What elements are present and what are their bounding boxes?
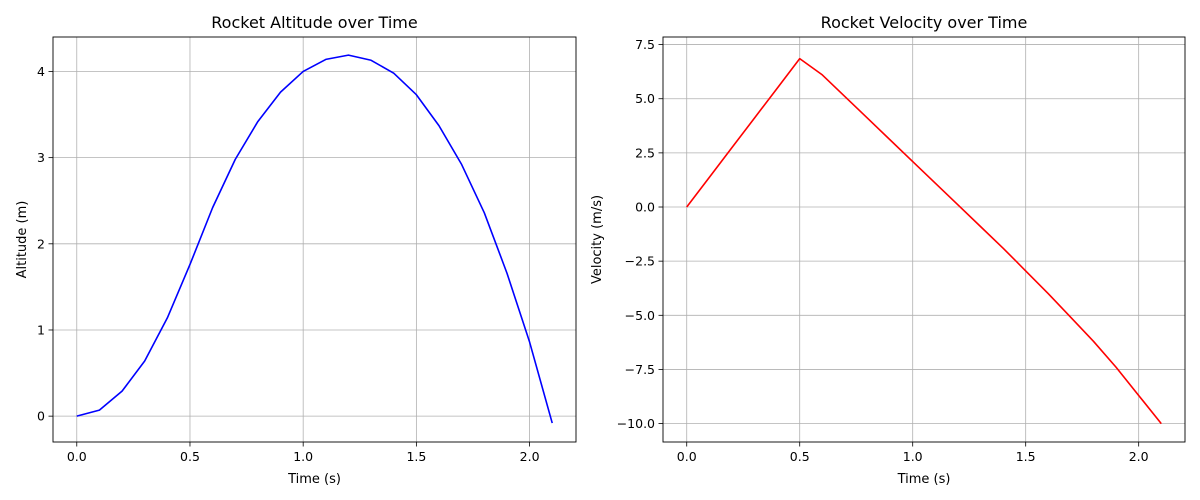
velocity-axes-border [662,36,1186,443]
velocity-x-tick-label: 0.5 [790,449,810,464]
altitude-x-tick-label: 1.5 [406,449,426,464]
velocity-y-tick-label: 2.5 [635,145,655,160]
velocity-y-tick-label: −10.0 [617,416,655,431]
altitude-x-axis-label: Time (s) [287,472,341,487]
altitude-y-tick-label: 2 [37,236,45,251]
velocity-chart: 0.0 0.5 1.0 1.5 2.0 −10.0 −7.5 −5.0 −2.5 0.0 2.5 5.… [590,13,1186,487]
altitude-plot-area [76,54,554,424]
velocity-ticks: 0.0 0.5 1.0 1.5 2.0 −10.0 −7.5 −5.0 −2.5 0.0 2.5 5.… [617,37,1149,464]
velocity-x-tick-label: 0.0 [677,449,697,464]
velocity-x-tick-label: 2.0 [1129,449,1149,464]
altitude-x-tick-label: 1.0 [293,449,313,464]
altitude-chart-title: Rocket Altitude over Time [211,13,417,32]
velocity-y-axis-label: Velocity (m/s) [590,195,605,284]
altitude-series-line [76,54,554,424]
altitude-x-tick-label: 2.0 [520,449,540,464]
velocity-axes-frame [662,36,1186,443]
altitude-y-tick-label: 3 [37,150,45,165]
velocity-x-tick-label: 1.5 [1016,449,1036,464]
velocity-y-tick-label: 0.0 [635,200,655,215]
altitude-ticks: 0.0 0.5 1.0 1.5 2.0 0 1 2 3 4 [37,64,540,464]
velocity-x-axis-label: Time (s) [897,472,951,487]
velocity-y-tick-label: 7.5 [635,37,655,52]
velocity-series-line [686,57,1162,425]
altitude-y-axis-label: Altitude (m) [15,201,30,279]
velocity-plot-area [686,57,1162,425]
velocity-chart-title: Rocket Velocity over Time [821,13,1028,32]
altitude-axes-border [52,36,577,443]
altitude-x-tick-label: 0.5 [180,449,200,464]
velocity-x-tick-label: 1.0 [903,449,923,464]
velocity-y-tick-label: −5.0 [625,308,655,323]
velocity-y-tick-label: −2.5 [625,254,655,269]
velocity-grid [663,37,1185,442]
velocity-y-tick-label: −7.5 [625,362,655,377]
altitude-y-tick-label: 4 [37,64,45,79]
velocity-y-tick-label: 5.0 [635,91,655,106]
altitude-x-tick-label: 0.0 [67,449,87,464]
altitude-grid [53,37,576,442]
altitude-chart: 0.0 0.5 1.0 1.5 2.0 0 1 2 3 4 Rocket Altitude ove… [15,13,577,487]
altitude-y-tick-label: 0 [37,409,45,424]
altitude-y-tick-label: 1 [37,322,45,337]
altitude-axes-frame [52,36,577,443]
